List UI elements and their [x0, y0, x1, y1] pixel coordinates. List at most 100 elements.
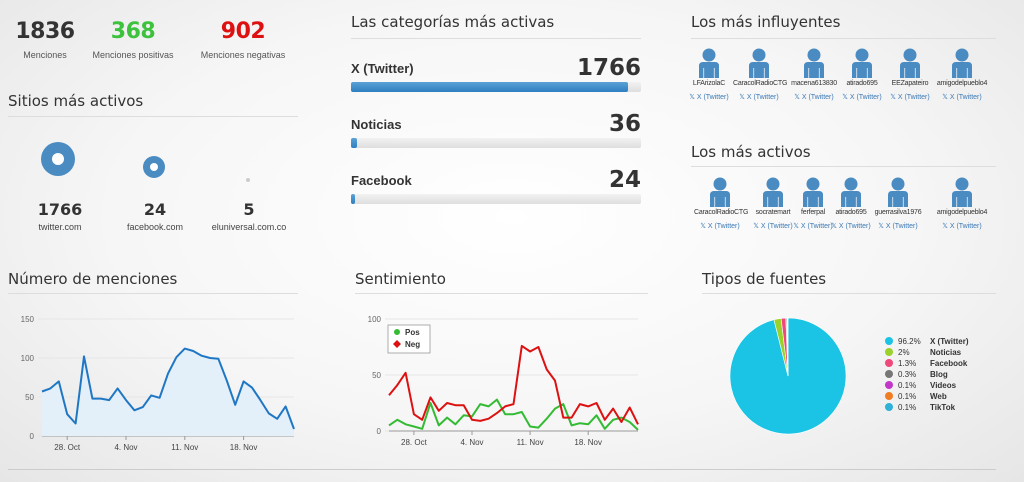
user-network-link[interactable]: 𝕏 X (Twitter): [689, 94, 729, 101]
fuentes-chart-title: Tipos de fuentes: [702, 270, 827, 288]
legend-label[interactable]: Pos: [405, 328, 420, 337]
user-card[interactable]: ferferpal 𝕏 X (Twitter): [787, 177, 839, 232]
user-network-link[interactable]: 𝕏 X (Twitter): [831, 223, 871, 230]
legend-label: Videos: [930, 381, 957, 390]
user-card[interactable]: CaracolRadioCTG 𝕏 X (Twitter): [694, 177, 749, 232]
site-facebook[interactable]: 24 facebook.com: [100, 200, 210, 232]
user-card[interactable]: guerrasilva1976 𝕏 X (Twitter): [872, 177, 924, 232]
legend-item[interactable]: 0.1% Web: [885, 392, 947, 401]
legend-pct: 0.1%: [898, 381, 917, 390]
user-network-link[interactable]: 𝕏 X (Twitter): [842, 94, 882, 101]
user-icon: [952, 177, 972, 207]
user-card[interactable]: atirado695 𝕏 X (Twitter): [836, 48, 888, 103]
user-name: amigodelpueblo4: [936, 209, 988, 216]
active-title: Los más activos: [691, 143, 811, 161]
stat-negativas: 902 Menciones negativas: [188, 19, 298, 60]
legend-pct: 96.2%: [898, 337, 921, 346]
category-value: 24: [608, 167, 641, 193]
series-line-menciones[interactable]: [41, 347, 295, 430]
x-tick-label: 28. Oct: [401, 438, 428, 447]
stat-positivas: 368 Menciones positivas: [78, 19, 188, 60]
user-card[interactable]: CaracolRadioCTG 𝕏 X (Twitter): [733, 48, 788, 103]
category-bar-fill: [351, 138, 357, 148]
user-network-link[interactable]: 𝕏 X (Twitter): [753, 223, 793, 230]
user-name: atirado695: [846, 80, 878, 87]
site-donut: [143, 156, 165, 178]
legend-marker: [394, 329, 400, 335]
legend-label: Web: [930, 392, 947, 401]
user-name: ferferpal: [801, 209, 825, 216]
sentimiento-chart-title: Sentimiento: [355, 270, 446, 288]
user-card[interactable]: macena613830 𝕏 X (Twitter): [788, 48, 840, 103]
user-name: CaracolRadioCTG: [733, 80, 788, 87]
categories-title: Las categorías más activas: [351, 13, 555, 31]
user-card[interactable]: atirado695 𝕏 X (Twitter): [825, 177, 877, 232]
user-card[interactable]: amigodelpueblo4 𝕏 X (Twitter): [936, 48, 988, 103]
user-card[interactable]: socratemart 𝕏 X (Twitter): [747, 177, 799, 232]
site-value: 5: [243, 200, 255, 219]
legend-label[interactable]: Neg: [405, 340, 420, 349]
site-label: eluniversal.com.co: [211, 222, 287, 232]
series-area: [42, 348, 294, 436]
legend-dot: [885, 359, 893, 367]
series-line-pos[interactable]: [388, 398, 639, 431]
user-icon: [804, 48, 824, 78]
divider: [691, 166, 996, 167]
legend-item[interactable]: 0.1% TikTok: [885, 403, 955, 412]
legend-item[interactable]: 2% Noticias: [885, 348, 961, 357]
user-network-link[interactable]: 𝕏 X (Twitter): [794, 94, 834, 101]
user-network-link[interactable]: 𝕏 X (Twitter): [942, 223, 982, 230]
divider: [702, 293, 996, 294]
x-tick-label: 28. Oct: [54, 443, 81, 452]
user-icon: [699, 48, 719, 78]
x-tick-label: 4. Nov: [460, 438, 483, 447]
category-label: X (Twitter): [351, 61, 414, 76]
legend-item[interactable]: 0.3% Blog: [885, 370, 948, 379]
y-tick-label: 0: [377, 427, 382, 436]
divider: [351, 38, 641, 39]
user-icon: [841, 177, 861, 207]
user-name: LFArizolaC: [692, 80, 726, 87]
user-name: guerrasilva1976: [874, 209, 922, 216]
legend-dot: [885, 403, 893, 411]
sites-title: Sitios más activos: [8, 92, 144, 110]
user-network-link[interactable]: 𝕏 X (Twitter): [890, 94, 930, 101]
legend-item[interactable]: 1.3% Facebook: [885, 359, 967, 368]
site-eluniversal[interactable]: 5 eluniversal.com.co: [194, 200, 304, 232]
category-bar-track: [351, 138, 641, 148]
legend-pct: 0.1%: [898, 392, 917, 401]
series-line-neg[interactable]: [388, 344, 639, 425]
user-network-link[interactable]: 𝕏 X (Twitter): [942, 94, 982, 101]
user-network-link[interactable]: 𝕏 X (Twitter): [793, 223, 833, 230]
legend-dot: [885, 381, 893, 389]
user-network-link[interactable]: 𝕏 X (Twitter): [739, 94, 779, 101]
legend-label: TikTok: [930, 403, 956, 412]
user-icon: [900, 48, 920, 78]
legend-pct: 2%: [898, 348, 910, 357]
legend-item[interactable]: 0.1% Videos: [885, 381, 956, 390]
y-tick-label: 150: [21, 315, 35, 324]
legend-label: Noticias: [930, 348, 962, 357]
stat-label: Menciones negativas: [200, 50, 286, 60]
user-card[interactable]: amigodelpueblo4 𝕏 X (Twitter): [936, 177, 988, 232]
y-tick-label: 0: [30, 432, 35, 441]
user-icon: [710, 177, 730, 207]
user-card[interactable]: LFArizolaC 𝕏 X (Twitter): [683, 48, 735, 103]
x-tick-label: 11. Nov: [517, 438, 544, 447]
menciones-chart: 0 50 100 150 28. Oct 4. Nov 11. Nov 18. Nov: [21, 315, 295, 452]
user-network-link[interactable]: 𝕏 X (Twitter): [878, 223, 918, 230]
user-icon: [952, 48, 972, 78]
legend-item[interactable]: 96.2% X (Twitter): [885, 337, 969, 346]
site-twitter[interactable]: 1766 twitter.com: [5, 200, 115, 232]
user-name: CaracolRadioCTG: [694, 209, 749, 216]
divider: [8, 293, 298, 294]
category-value: 36: [608, 111, 641, 137]
user-card[interactable]: EEZapateiro 𝕏 X (Twitter): [884, 48, 936, 103]
site-value: 24: [143, 200, 167, 219]
stat-value: 368: [110, 19, 156, 44]
legend-label: X (Twitter): [930, 337, 969, 346]
user-icon: [803, 177, 823, 207]
category-bar-track: [351, 82, 641, 92]
user-network-link[interactable]: 𝕏 X (Twitter): [700, 223, 740, 230]
legend-dot: [885, 370, 893, 378]
